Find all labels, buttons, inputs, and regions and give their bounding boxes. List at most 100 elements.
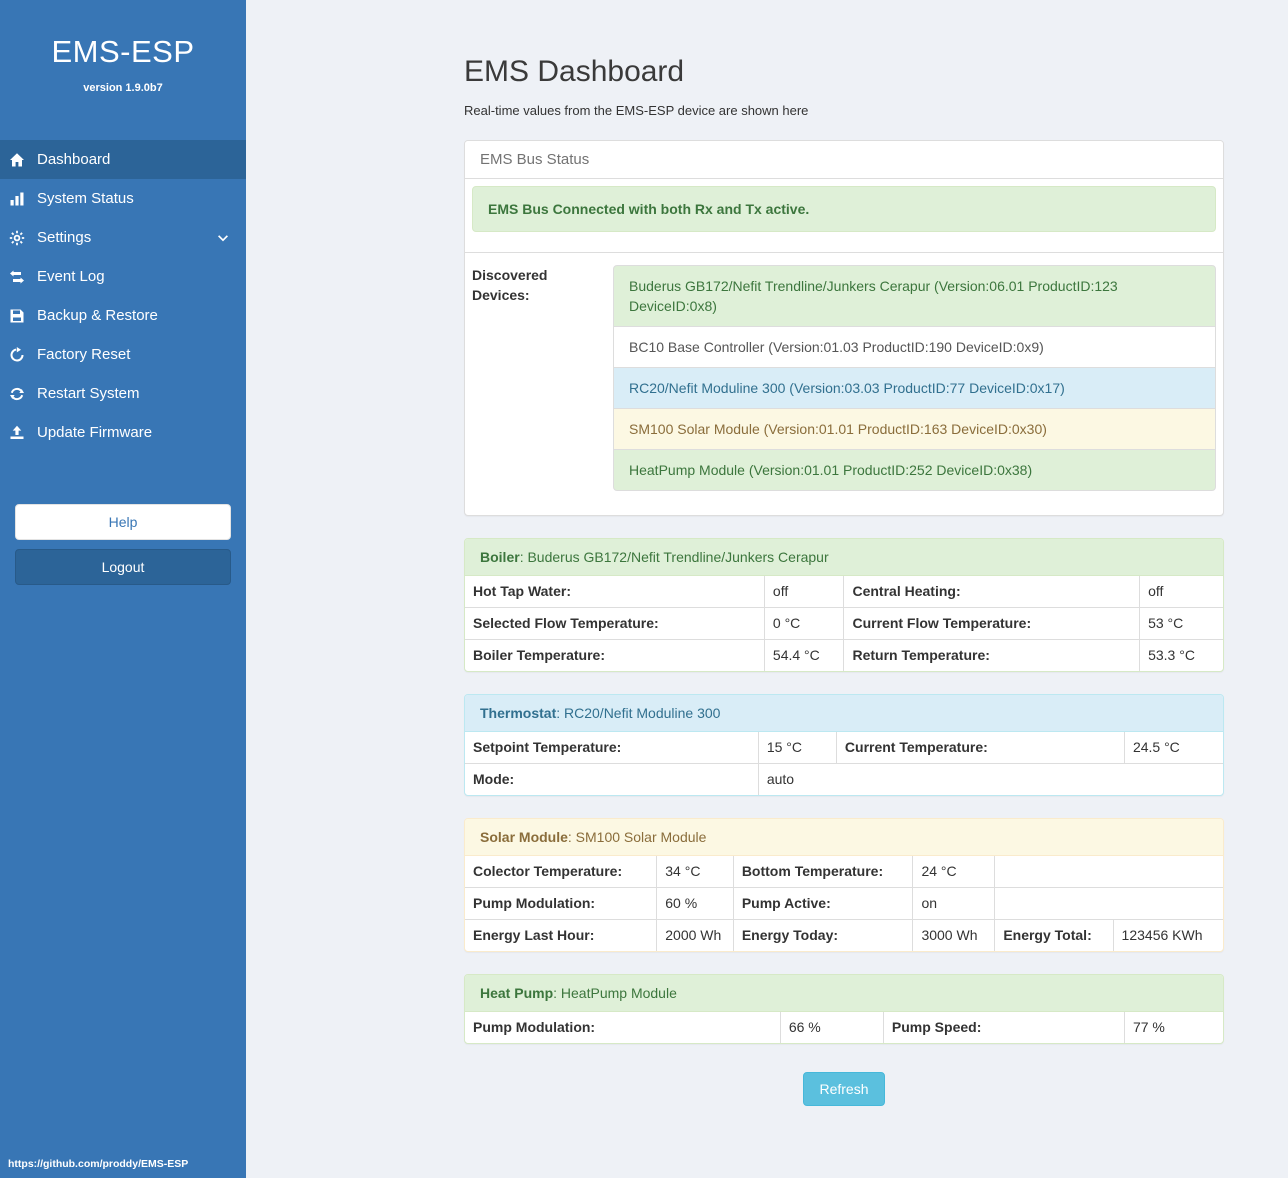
thermostat-panel-heading: Thermostat: RC20/Nefit Moduline 300 bbox=[465, 695, 1223, 732]
boiler-panel-heading: Boiler: Buderus GB172/Nefit Trendline/Ju… bbox=[465, 539, 1223, 576]
field-value: 60 % bbox=[656, 887, 734, 920]
field-label: Boiler Temperature: bbox=[465, 639, 765, 671]
field-label: Energy Total: bbox=[994, 919, 1114, 951]
page-subtitle: Real-time values from the EMS-ESP device… bbox=[464, 103, 809, 118]
ems-bus-status-panel: EMS Bus Status EMS Bus Connected with bo… bbox=[464, 140, 1224, 516]
sidebar-item-label: Backup & Restore bbox=[37, 307, 158, 324]
app-title: EMS-ESP bbox=[51, 34, 195, 69]
refresh-button[interactable]: Refresh bbox=[803, 1072, 885, 1106]
sidebar-item-backup-restore[interactable]: Backup & Restore bbox=[0, 296, 246, 335]
thermostat-device-name: : RC20/Nefit Moduline 300 bbox=[556, 705, 721, 721]
device-list-item: RC20/Nefit Moduline 300 (Version:03.03 P… bbox=[613, 367, 1216, 409]
field-label: Pump Modulation: bbox=[465, 887, 658, 920]
field-value: 123456 KWh bbox=[1112, 919, 1223, 951]
table-row: Setpoint Temperature: 15 °C Current Temper… bbox=[465, 732, 1223, 764]
refresh-section: Refresh bbox=[464, 1072, 1224, 1106]
sidebar-item-restart-system[interactable]: Restart System bbox=[0, 374, 246, 413]
table-row: Mode: auto bbox=[465, 763, 1223, 795]
bus-status-alert: EMS Bus Connected with both Rx and Tx ac… bbox=[472, 186, 1216, 232]
sidebar-item-label: System Status bbox=[37, 190, 134, 207]
field-value bbox=[994, 856, 1223, 888]
help-button[interactable]: Help bbox=[15, 504, 231, 540]
table-row: Colector Temperature: 34 °C Bottom Tempera… bbox=[465, 856, 1223, 888]
device-list-item: BC10 Base Controller (Version:01.03 Prod… bbox=[613, 326, 1216, 368]
heat-pump-panel-heading: Heat Pump: HeatPump Module bbox=[465, 975, 1223, 1012]
sidebar-item-label: Dashboard bbox=[37, 151, 111, 168]
boiler-panel: Boiler: Buderus GB172/Nefit Trendline/Ju… bbox=[464, 538, 1224, 672]
github-link[interactable]: https://github.com/proddy/EMS-ESP bbox=[8, 1158, 189, 1170]
discovered-devices-section: Discovered Devices: Buderus GB172/Nefit … bbox=[465, 253, 1223, 515]
floppy-save-icon bbox=[9, 308, 25, 324]
field-label: Central Heating: bbox=[843, 576, 1141, 608]
solar-module-panel: Solar Module: SM100 Solar Module Colecto… bbox=[464, 818, 1224, 952]
table-row: Pump Modulation: 60 % Pump Active: on bbox=[465, 887, 1223, 920]
table-row: Boiler Temperature: 54.4 °C Return Tempera… bbox=[465, 639, 1223, 671]
sidebar-item-event-log[interactable]: Event Log bbox=[0, 257, 246, 296]
sidebar-item-dashboard[interactable]: Dashboard bbox=[0, 140, 246, 179]
sidebar-item-update-firmware[interactable]: Update Firmware bbox=[0, 413, 246, 452]
field-value: 0 °C bbox=[763, 607, 845, 640]
gear-icon bbox=[9, 230, 25, 246]
field-label: Energy Last Hour: bbox=[465, 919, 658, 951]
home-icon bbox=[9, 152, 25, 168]
heat-pump-device-name: : HeatPump Module bbox=[553, 985, 677, 1001]
field-value: 15 °C bbox=[757, 732, 837, 764]
sidebar-item-label: Update Firmware bbox=[37, 424, 153, 441]
sidebar-actions: Help Logout bbox=[0, 504, 246, 585]
sidebar: EMS-ESP version 1.9.0b7 Dashboard System… bbox=[0, 0, 246, 1178]
table-row: Energy Last Hour: 2000 Wh Energy Today: 300… bbox=[465, 919, 1223, 951]
field-value: on bbox=[912, 887, 996, 920]
heat-pump-panel: Heat Pump: HeatPump Module Pump Modulati… bbox=[464, 974, 1224, 1044]
thermostat-panel: Thermostat: RC20/Nefit Moduline 300 Setp… bbox=[464, 694, 1224, 796]
table-row: Hot Tap Water: off Central Heating: off bbox=[465, 576, 1223, 608]
heat-pump-panel-title: Heat Pump bbox=[480, 985, 554, 1001]
sidebar-nav: Dashboard System Status Settings Event L… bbox=[0, 140, 246, 452]
field-value: 66 % bbox=[779, 1012, 884, 1043]
field-value: 34 °C bbox=[656, 856, 734, 888]
device-list-item: Buderus GB172/Nefit Trendline/Junkers Ce… bbox=[613, 265, 1216, 327]
sidebar-item-label: Factory Reset bbox=[37, 346, 131, 363]
solar-device-name: : SM100 Solar Module bbox=[567, 829, 707, 845]
field-label: Pump Active: bbox=[732, 887, 914, 920]
field-label: Bottom Temperature: bbox=[732, 856, 914, 888]
field-label: Energy Today: bbox=[732, 919, 914, 951]
field-label: Setpoint Temperature: bbox=[465, 732, 759, 764]
device-list: Buderus GB172/Nefit Trendline/Junkers Ce… bbox=[613, 265, 1216, 491]
ems-bus-status-heading: EMS Bus Status bbox=[465, 141, 1223, 179]
field-value: 2000 Wh bbox=[656, 919, 734, 951]
field-label: Return Temperature: bbox=[843, 639, 1141, 671]
field-label: Colector Temperature: bbox=[465, 856, 658, 888]
discovered-devices-label: Discovered Devices: bbox=[472, 267, 548, 303]
boiler-table: Hot Tap Water: off Central Heating: off Sele… bbox=[465, 576, 1223, 671]
sidebar-item-label: Settings bbox=[37, 229, 92, 246]
field-value: 54.4 °C bbox=[763, 639, 845, 671]
bar-chart-icon bbox=[9, 191, 25, 207]
bus-alert-section: EMS Bus Connected with both Rx and Tx ac… bbox=[465, 179, 1223, 253]
field-value: 24.5 °C bbox=[1123, 732, 1223, 764]
heat-pump-table: Pump Modulation: 66 % Pump Speed: 77 % bbox=[465, 1012, 1223, 1043]
solar-panel-title: Solar Module bbox=[480, 829, 568, 845]
app-version: version 1.9.0b7 bbox=[83, 82, 163, 94]
field-value: 3000 Wh bbox=[912, 919, 996, 951]
thermostat-panel-title: Thermostat bbox=[480, 705, 557, 721]
field-label: Mode: bbox=[465, 763, 759, 795]
page-title: EMS Dashboard bbox=[464, 55, 685, 88]
chevron-down-icon bbox=[216, 231, 230, 245]
sidebar-item-label: Restart System bbox=[37, 385, 140, 402]
sidebar-item-settings[interactable]: Settings bbox=[0, 218, 246, 257]
table-row: Pump Modulation: 66 % Pump Speed: 77 % bbox=[465, 1012, 1223, 1043]
sync-arrows-icon bbox=[9, 386, 25, 402]
sidebar-item-factory-reset[interactable]: Factory Reset bbox=[0, 335, 246, 374]
field-value: 24 °C bbox=[912, 856, 996, 888]
field-value bbox=[994, 887, 1223, 920]
solar-panel-heading: Solar Module: SM100 Solar Module bbox=[465, 819, 1223, 856]
boiler-device-name: : Buderus GB172/Nefit Trendline/Junkers … bbox=[519, 549, 829, 565]
field-label: Pump Speed: bbox=[882, 1012, 1125, 1043]
field-label: Current Temperature: bbox=[835, 732, 1125, 764]
field-value: auto bbox=[757, 763, 1223, 795]
logout-button[interactable]: Logout bbox=[15, 549, 231, 585]
field-value: off bbox=[763, 576, 845, 608]
sidebar-item-system-status[interactable]: System Status bbox=[0, 179, 246, 218]
field-label: Hot Tap Water: bbox=[465, 576, 765, 608]
table-row: Selected Flow Temperature: 0 °C Current Fl… bbox=[465, 607, 1223, 640]
